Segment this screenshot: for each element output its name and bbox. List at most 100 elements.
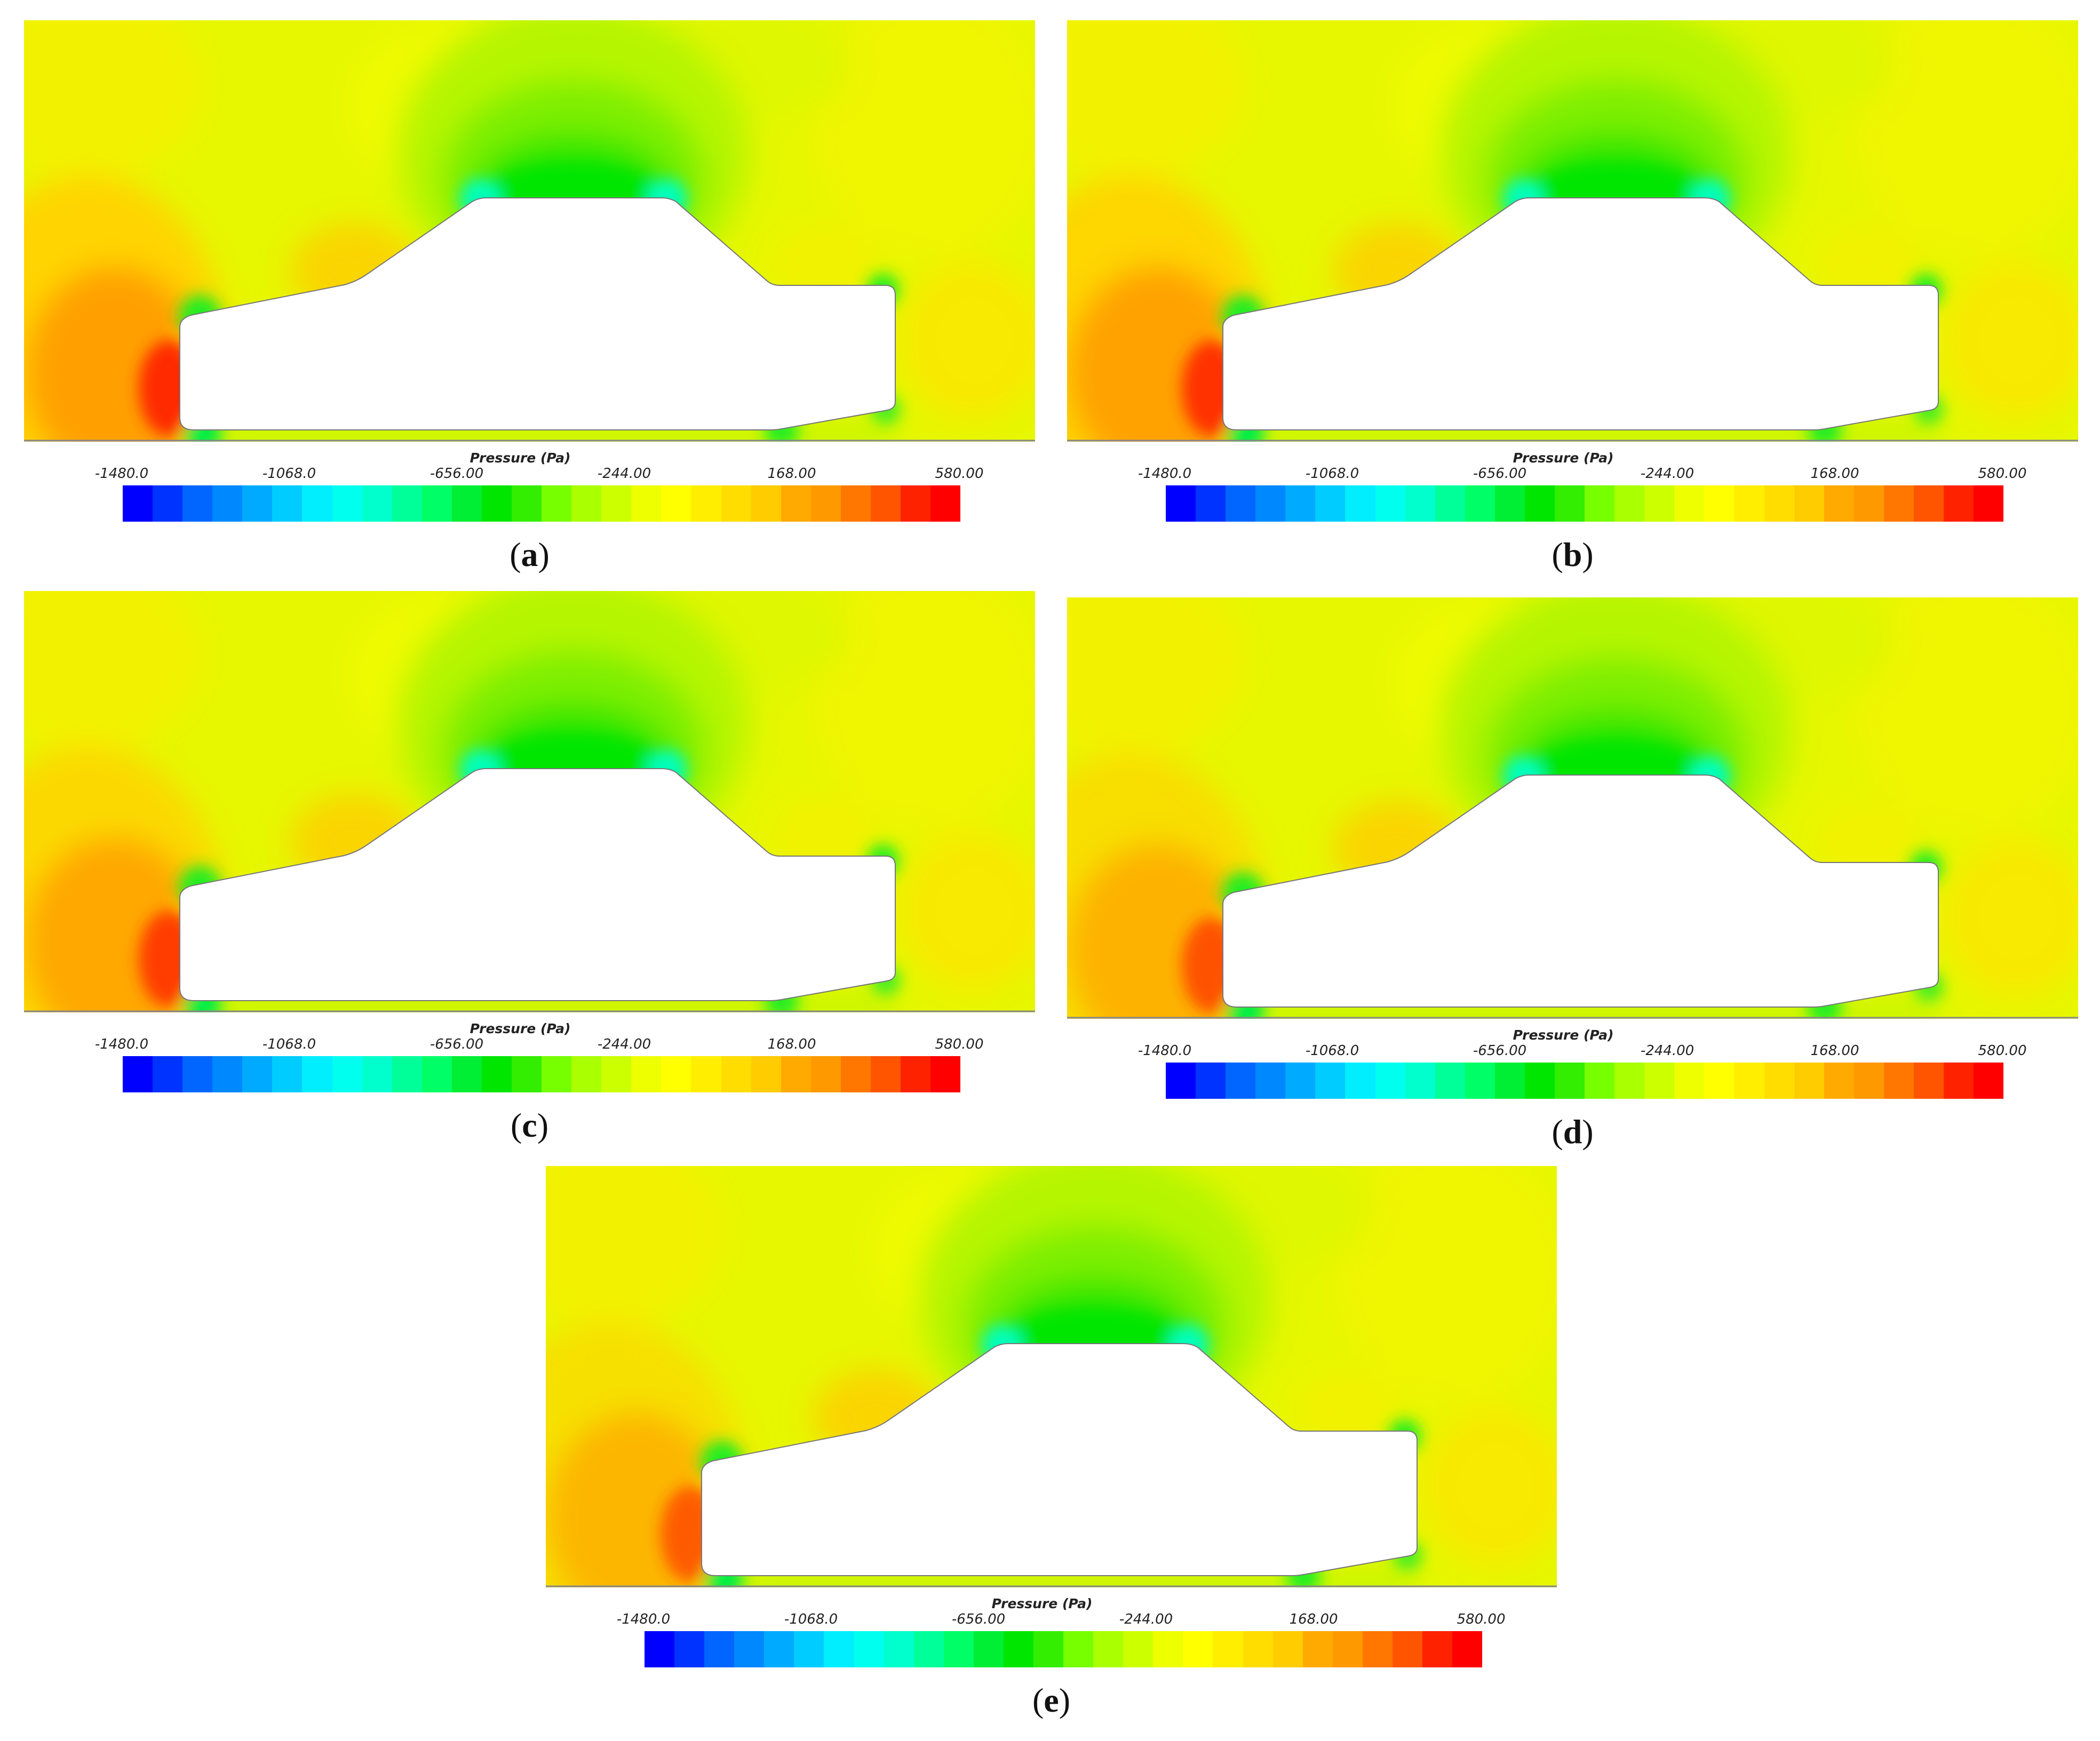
colorbar-swatch <box>1494 1063 1525 1099</box>
pressure-field-e <box>546 1166 1557 1587</box>
colorbar-tick-label: -244.00 <box>1119 1611 1173 1627</box>
colorbar-legend-a: Pressure (Pa) -1480.0 -1068.0 -656.00 -244.… <box>24 20 1035 532</box>
colorbar-swatch <box>212 485 243 522</box>
colorbar-swatch <box>691 1056 721 1092</box>
pressure-field-d <box>1067 597 2078 1019</box>
colorbar-swatch <box>1614 1063 1645 1099</box>
colorbar-swatch <box>571 1056 602 1092</box>
colorbar-swatch <box>272 485 303 522</box>
colorbar-legend-e: Pressure (Pa) -1480.0 -1068.0 -656.00 -244.… <box>546 1166 1557 1678</box>
colorbar-tick-label: -1480.0 <box>94 466 149 482</box>
colorbar-swatch <box>901 485 931 522</box>
pressure-contour-svg <box>24 20 1035 442</box>
colorbar-swatch <box>1392 1631 1423 1667</box>
colorbar-swatch <box>481 485 512 522</box>
colorbar-swatch <box>153 1056 183 1092</box>
colorbar-swatch <box>781 485 811 522</box>
colorbar-swatch <box>1375 485 1405 522</box>
pressure-field-b <box>1067 20 2078 442</box>
colorbar-swatch <box>1674 485 1705 522</box>
colorbar-swatch <box>362 485 392 522</box>
colorbar-swatch <box>302 1056 332 1092</box>
vehicle-body <box>1222 197 1939 430</box>
colorbar-swatch <box>123 1056 153 1092</box>
colorbar-swatch <box>1585 1063 1615 1099</box>
colorbar-tick-label: -244.00 <box>1640 1043 1695 1059</box>
colorbar-swatch <box>392 1056 422 1092</box>
colorbar-swatch <box>481 1056 512 1092</box>
colorbar-tick-label: 580.00 <box>935 466 984 482</box>
colorbar-swatch <box>824 1631 854 1667</box>
colorbar-swatch <box>421 485 452 522</box>
colorbar-swatch <box>1315 485 1346 522</box>
colorbar-swatch <box>421 1056 452 1092</box>
vehicle-body <box>179 768 896 1001</box>
colorbar-swatch <box>661 1056 691 1092</box>
colorbar-swatch <box>1315 1063 1346 1099</box>
colorbar-swatch <box>1093 1631 1124 1667</box>
colorbar-swatch <box>1854 485 1884 522</box>
colorbar-swatch <box>451 1056 482 1092</box>
colorbar-swatch <box>242 1056 273 1092</box>
colorbar-swatch <box>1405 1063 1435 1099</box>
colorbar-swatch <box>1794 485 1824 522</box>
colorbar <box>645 1631 1483 1667</box>
colorbar-tick-label: 168.00 <box>767 466 816 482</box>
colorbar-swatch <box>571 485 602 522</box>
colorbar-tick-label: -656.00 <box>429 466 484 482</box>
colorbar-swatch <box>1524 485 1555 522</box>
panel-caption-d: (d) <box>1552 1113 1594 1151</box>
colorbar-swatch <box>1255 1063 1286 1099</box>
vehicle-body <box>1222 774 1939 1008</box>
colorbar-swatch <box>1913 485 1944 522</box>
colorbar-tick-label: -244.00 <box>597 1036 651 1052</box>
colorbar-swatch <box>1435 485 1465 522</box>
colorbar-swatch <box>1452 1631 1483 1667</box>
colorbar-swatch <box>182 485 213 522</box>
colorbar-tick-label: 168.00 <box>1810 1043 1859 1059</box>
colorbar-swatch <box>901 1056 931 1092</box>
colorbar-swatch <box>1734 1063 1764 1099</box>
colorbar-tick-label: 580.00 <box>935 1036 984 1052</box>
colorbar-swatch <box>601 1056 632 1092</box>
colorbar-tick-label: 168.00 <box>1289 1611 1338 1627</box>
colorbar-swatch <box>302 485 332 522</box>
colorbar-swatch <box>930 485 961 522</box>
colorbar-swatch <box>182 1056 213 1092</box>
panel-caption-a: (a) <box>510 536 550 573</box>
colorbar-swatch <box>272 1056 303 1092</box>
colorbar-legend-c: Pressure (Pa) -1480.0 -1068.0 -656.00 -244.… <box>24 591 1035 1103</box>
colorbar-tick-label: -1068.0 <box>262 466 316 482</box>
colorbar-swatch <box>810 1056 841 1092</box>
colorbar-legend-d: Pressure (Pa) -1480.0 -1068.0 -656.00 -244.… <box>1067 597 2078 1109</box>
colorbar-swatch <box>973 1631 1004 1667</box>
colorbar-swatch <box>781 1056 811 1092</box>
colorbar <box>123 1056 961 1092</box>
colorbar-swatch <box>1764 1063 1794 1099</box>
colorbar-swatch <box>943 1631 974 1667</box>
colorbar-swatch <box>332 1056 362 1092</box>
colorbar-swatch <box>1226 1063 1256 1099</box>
colorbar-swatch <box>153 485 183 522</box>
colorbar-swatch <box>764 1631 794 1667</box>
pressure-contour-svg <box>24 591 1035 1012</box>
colorbar-tick-label: -1068.0 <box>1305 1043 1359 1059</box>
colorbar-title: Pressure (Pa) <box>1513 1027 1614 1043</box>
colorbar-swatch <box>1944 1063 1974 1099</box>
colorbar-swatch <box>1794 1063 1824 1099</box>
colorbar-swatch <box>1362 1631 1393 1667</box>
colorbar-tick-label: -656.00 <box>429 1036 484 1052</box>
colorbar-title: Pressure (Pa) <box>1513 450 1614 466</box>
colorbar-swatch <box>1555 485 1585 522</box>
colorbar-tick-label: -1068.0 <box>262 1036 316 1052</box>
colorbar-swatch <box>1644 1063 1675 1099</box>
colorbar-swatch <box>1524 1063 1555 1099</box>
colorbar-swatch <box>542 1056 572 1092</box>
pressure-field-a <box>24 20 1035 442</box>
colorbar-swatch <box>794 1631 824 1667</box>
colorbar-swatch <box>1213 1631 1243 1667</box>
colorbar-tick-label: 580.00 <box>1978 1043 2027 1059</box>
colorbar-tick-label: -1068.0 <box>784 1611 838 1627</box>
colorbar-swatch <box>870 485 901 522</box>
colorbar-swatch <box>451 485 482 522</box>
